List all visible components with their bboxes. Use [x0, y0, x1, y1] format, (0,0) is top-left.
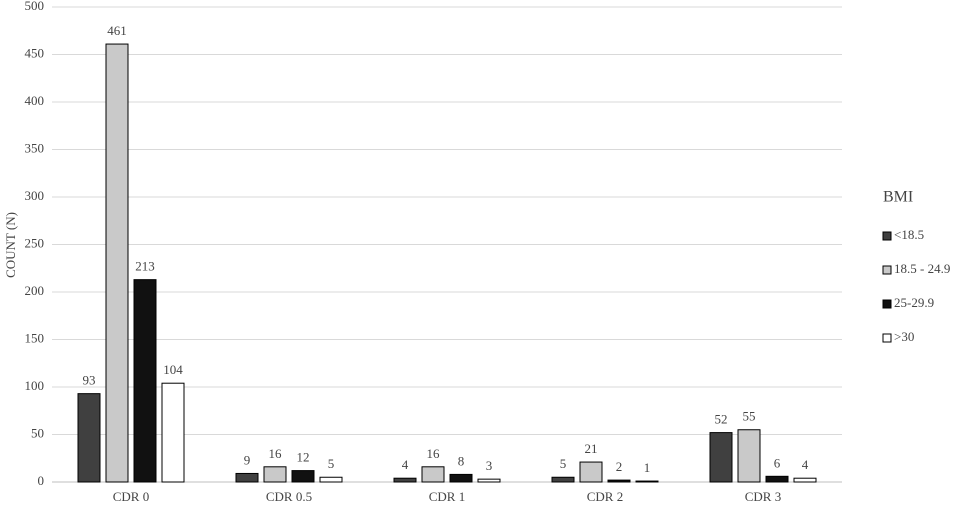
legend-label: 25-29.9: [894, 295, 934, 310]
data-label: 12: [297, 450, 310, 465]
y-tick-label: 250: [25, 235, 45, 250]
legend-swatch: [882, 231, 892, 241]
x-tick-label: CDR 1: [429, 489, 465, 504]
data-label: 16: [427, 446, 441, 461]
bar: [77, 393, 101, 483]
y-tick-label: 100: [25, 378, 45, 393]
bar: [737, 429, 761, 483]
bar: [263, 466, 287, 483]
bar: [579, 461, 603, 483]
bar: [449, 473, 473, 483]
legend-label: <18.5: [894, 227, 924, 242]
x-tick-label: CDR 2: [587, 489, 623, 504]
x-tick-label: CDR 0.5: [266, 489, 312, 504]
y-tick-label: 50: [31, 425, 44, 440]
data-label: 8: [458, 453, 465, 468]
data-label: 1: [644, 460, 651, 475]
bar: [793, 477, 817, 483]
bar: [105, 43, 129, 483]
bar: [235, 472, 259, 483]
bar: [421, 466, 445, 483]
data-label: 21: [585, 441, 598, 456]
data-label: 93: [83, 373, 96, 388]
data-label: 55: [743, 409, 756, 424]
bar: [709, 432, 733, 483]
bar: [133, 279, 157, 483]
y-tick-label: 0: [38, 473, 45, 488]
y-tick-label: 300: [25, 188, 45, 203]
bar: [291, 470, 315, 483]
bar: [607, 479, 631, 483]
data-label: 9: [244, 452, 251, 467]
data-label: 6: [774, 455, 781, 470]
data-label: 16: [269, 446, 283, 461]
legend-swatch: [882, 299, 892, 309]
bar: [393, 477, 417, 483]
y-tick-label: 400: [25, 93, 45, 108]
legend-label: >30: [894, 329, 914, 344]
bar: [477, 478, 501, 483]
data-label: 2: [616, 459, 623, 474]
y-tick-label: 350: [25, 140, 45, 155]
data-label: 52: [715, 412, 728, 427]
y-tick-label: 500: [25, 0, 45, 13]
data-label: 3: [486, 458, 493, 473]
bar: [635, 480, 659, 483]
data-label: 461: [107, 23, 127, 38]
data-label: 104: [163, 362, 183, 377]
x-tick-label: CDR 0: [113, 489, 149, 504]
data-label: 5: [560, 456, 567, 471]
x-tick-label: CDR 3: [745, 489, 781, 504]
bar: [161, 382, 185, 483]
legend-title: BMI: [883, 189, 913, 206]
data-label: 4: [402, 457, 409, 472]
legend-swatch: [882, 333, 892, 343]
bar: [765, 475, 789, 483]
y-axis-title: COUNT (N): [3, 212, 18, 278]
data-label: 213: [135, 259, 155, 274]
y-tick-label: 450: [25, 45, 45, 60]
data-label: 4: [802, 457, 809, 472]
y-tick-label: 200: [25, 283, 45, 298]
bar: [551, 476, 575, 483]
bar: [319, 476, 343, 483]
legend-swatch: [882, 265, 892, 275]
legend-label: 18.5 - 24.9: [894, 261, 950, 276]
data-label: 5: [328, 456, 335, 471]
y-tick-label: 150: [25, 330, 45, 345]
